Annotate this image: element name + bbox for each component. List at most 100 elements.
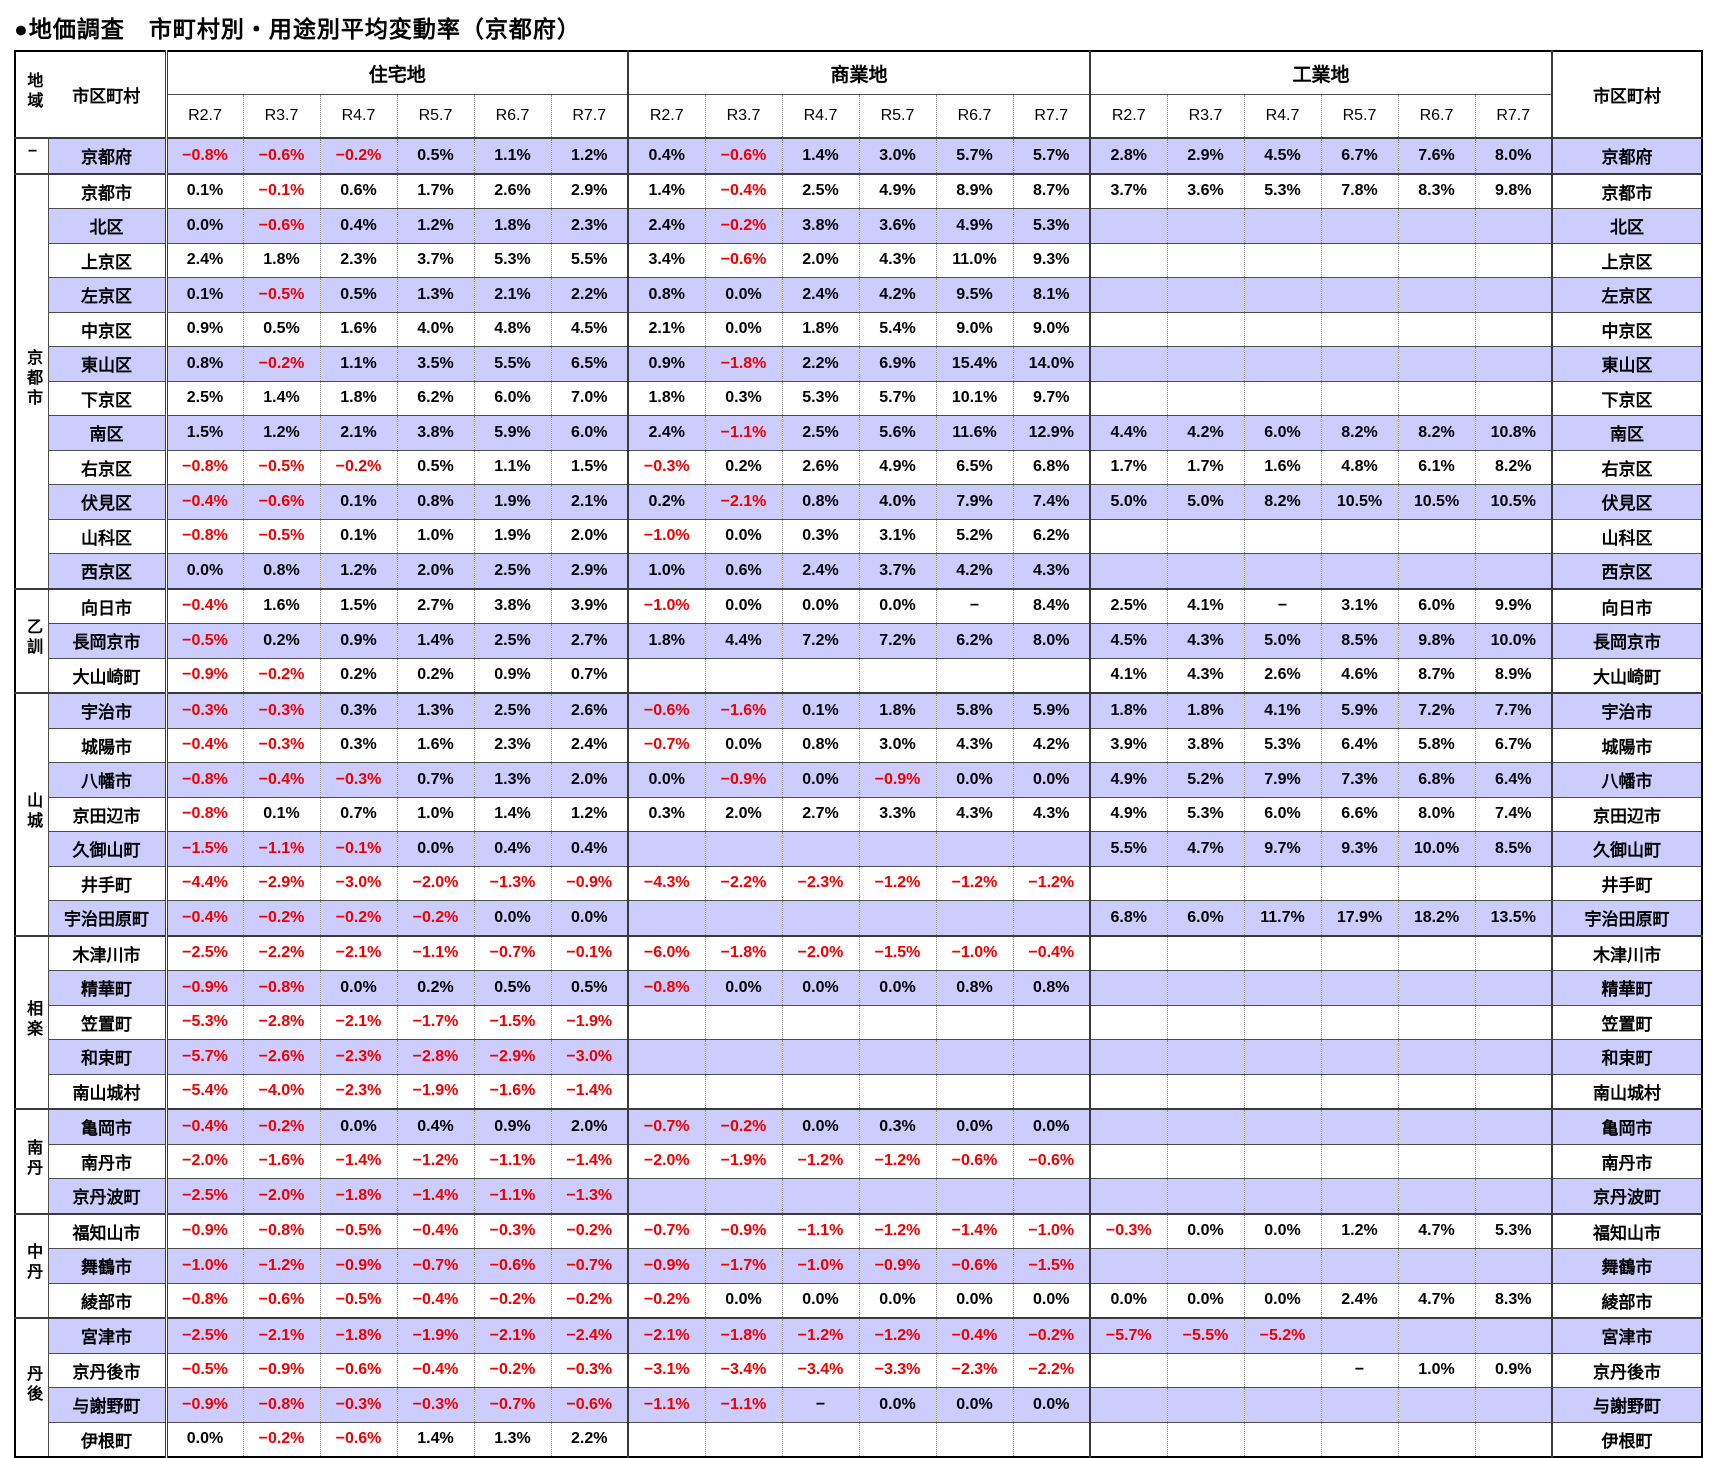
value-cell: 0.1% xyxy=(242,796,320,832)
value-cell: −2.6% xyxy=(242,1039,320,1075)
value-cell: −1.1% xyxy=(704,415,782,451)
value-cell xyxy=(1397,380,1475,416)
value-cell xyxy=(627,657,705,694)
value-cell: 5.5% xyxy=(473,346,551,382)
region-cell: 山城 xyxy=(15,692,49,936)
value-cell: 1.6% xyxy=(319,311,397,347)
value-cell: 1.8% xyxy=(1089,692,1167,729)
value-cell xyxy=(1320,277,1398,313)
table-row: 伏見区 −0.4% −0.6% 0.1% 0.8% 1.9% 2.1% 0.2% −2.1% 0.… xyxy=(15,484,1702,520)
value-cell: 0.1% xyxy=(164,172,243,209)
value-cell: −2.9% xyxy=(242,865,320,901)
value-cell: −2.0% xyxy=(396,865,474,901)
value-cell: −2.8% xyxy=(396,1039,474,1075)
value-cell: 0.0% xyxy=(935,762,1013,798)
value-cell: −0.4% xyxy=(704,172,782,209)
value-cell: 0.8% xyxy=(396,484,474,520)
value-cell xyxy=(1320,311,1398,347)
municipality-cell-right: 右京区 xyxy=(1551,449,1702,485)
value-cell: −0.8% xyxy=(164,449,243,485)
value-cell xyxy=(1320,1317,1398,1354)
municipality-cell: 北区 xyxy=(48,208,166,244)
value-cell: −0.8% xyxy=(164,137,243,174)
value-cell: −0.1% xyxy=(242,172,320,209)
value-cell xyxy=(1243,242,1321,278)
value-cell xyxy=(1166,242,1244,278)
value-cell: −1.2% xyxy=(1012,865,1090,901)
value-cell: 5.3% xyxy=(1474,1212,1552,1249)
value-cell: 2.9% xyxy=(550,553,628,589)
value-cell xyxy=(704,1073,782,1110)
value-cell: −1.0% xyxy=(1012,1212,1090,1249)
table-row: 八幡市 −0.8% −0.4% −0.3% 0.7% 1.3% 2.0% 0.0% −0.9% 0… xyxy=(15,762,1702,798)
value-cell: 2.7% xyxy=(396,587,474,624)
value-cell xyxy=(1089,553,1167,589)
value-cell: −1.4% xyxy=(319,1143,397,1179)
value-cell: 1.3% xyxy=(473,1421,551,1458)
value-cell: −0.6% xyxy=(242,208,320,244)
value-cell: 2.3% xyxy=(473,727,551,763)
table-row: 右京区 −0.8% −0.5% −0.2% 0.5% 1.1% 1.5% −0.3% 0.2% 2… xyxy=(15,449,1702,485)
value-cell xyxy=(1474,1143,1552,1179)
region-label: 中丹 xyxy=(24,1243,42,1284)
value-cell: −1.7% xyxy=(704,1248,782,1284)
value-cell xyxy=(1320,208,1398,244)
value-cell: 0.4% xyxy=(627,137,705,174)
value-cell xyxy=(1166,1108,1244,1145)
value-cell: 2.5% xyxy=(473,623,551,659)
value-cell: 1.5% xyxy=(164,415,243,451)
municipality-cell: 亀岡市 xyxy=(48,1108,166,1145)
value-cell xyxy=(1320,1004,1398,1040)
value-cell: −1.4% xyxy=(550,1143,628,1179)
value-cell xyxy=(781,831,859,867)
value-cell: 8.5% xyxy=(1320,623,1398,659)
value-cell xyxy=(1089,1178,1167,1214)
value-cell: 4.3% xyxy=(935,796,1013,832)
value-cell xyxy=(1089,865,1167,901)
value-cell: −1.8% xyxy=(704,346,782,382)
table-row: 京田辺市 −0.8% 0.1% 0.7% 1.0% 1.4% 1.2% 0.3% 2.0% 2.7… xyxy=(15,796,1702,832)
value-cell xyxy=(858,1073,936,1110)
value-cell: −3.0% xyxy=(319,865,397,901)
value-cell: 6.2% xyxy=(396,380,474,416)
value-cell: − xyxy=(1320,1352,1398,1388)
value-cell: −0.9% xyxy=(164,970,243,1006)
table-header: 地域 市区町村 住宅地 商業地 工業地 市区町村 R2.7 R3.7 R4.7 R5.7 R6.7 R… xyxy=(15,50,1702,139)
value-cell: 5.9% xyxy=(1320,692,1398,729)
value-cell xyxy=(1166,311,1244,347)
value-cell: 8.7% xyxy=(1397,657,1475,694)
value-cell xyxy=(704,1178,782,1214)
value-cell: −1.1% xyxy=(704,1387,782,1423)
value-cell: −0.6% xyxy=(242,484,320,520)
value-cell: 7.6% xyxy=(1397,137,1475,174)
value-cell: 2.2% xyxy=(781,346,859,382)
value-cell: −0.8% xyxy=(242,970,320,1006)
value-cell: 6.0% xyxy=(550,415,628,451)
value-cell: −2.5% xyxy=(164,934,243,971)
municipality-cell: 久御山町 xyxy=(48,831,166,867)
value-cell xyxy=(1320,1143,1398,1179)
value-cell: 8.4% xyxy=(1012,587,1090,624)
municipality-cell-right: 左京区 xyxy=(1551,277,1702,313)
value-cell: −1.0% xyxy=(935,934,1013,971)
municipality-cell-right: 福知山市 xyxy=(1551,1212,1702,1249)
table-row: 京都市 京都市 0.1% −0.1% 0.6% 1.7% 2.6% 2.9% 1.4% −0.4%… xyxy=(15,172,1702,589)
value-cell: −5.7% xyxy=(164,1039,243,1075)
value-cell: 4.7% xyxy=(1166,831,1244,867)
value-cell xyxy=(1397,1143,1475,1179)
value-cell xyxy=(1243,1387,1321,1423)
value-cell: −0.2% xyxy=(319,449,397,485)
value-cell: 1.5% xyxy=(550,449,628,485)
value-cell: 0.9% xyxy=(164,311,243,347)
value-cell xyxy=(1012,831,1090,867)
municipality-cell: 京丹後市 xyxy=(48,1352,166,1388)
value-cell xyxy=(1474,277,1552,313)
period-header: R6.7 xyxy=(1397,94,1475,139)
value-cell xyxy=(627,1421,705,1458)
value-cell: −3.4% xyxy=(781,1352,859,1388)
value-cell xyxy=(1474,346,1552,382)
municipality-cell-right: 西京区 xyxy=(1551,553,1702,589)
value-cell: 13.5% xyxy=(1474,900,1552,936)
value-cell: −3.3% xyxy=(858,1352,936,1388)
value-cell: 6.8% xyxy=(1089,900,1167,936)
